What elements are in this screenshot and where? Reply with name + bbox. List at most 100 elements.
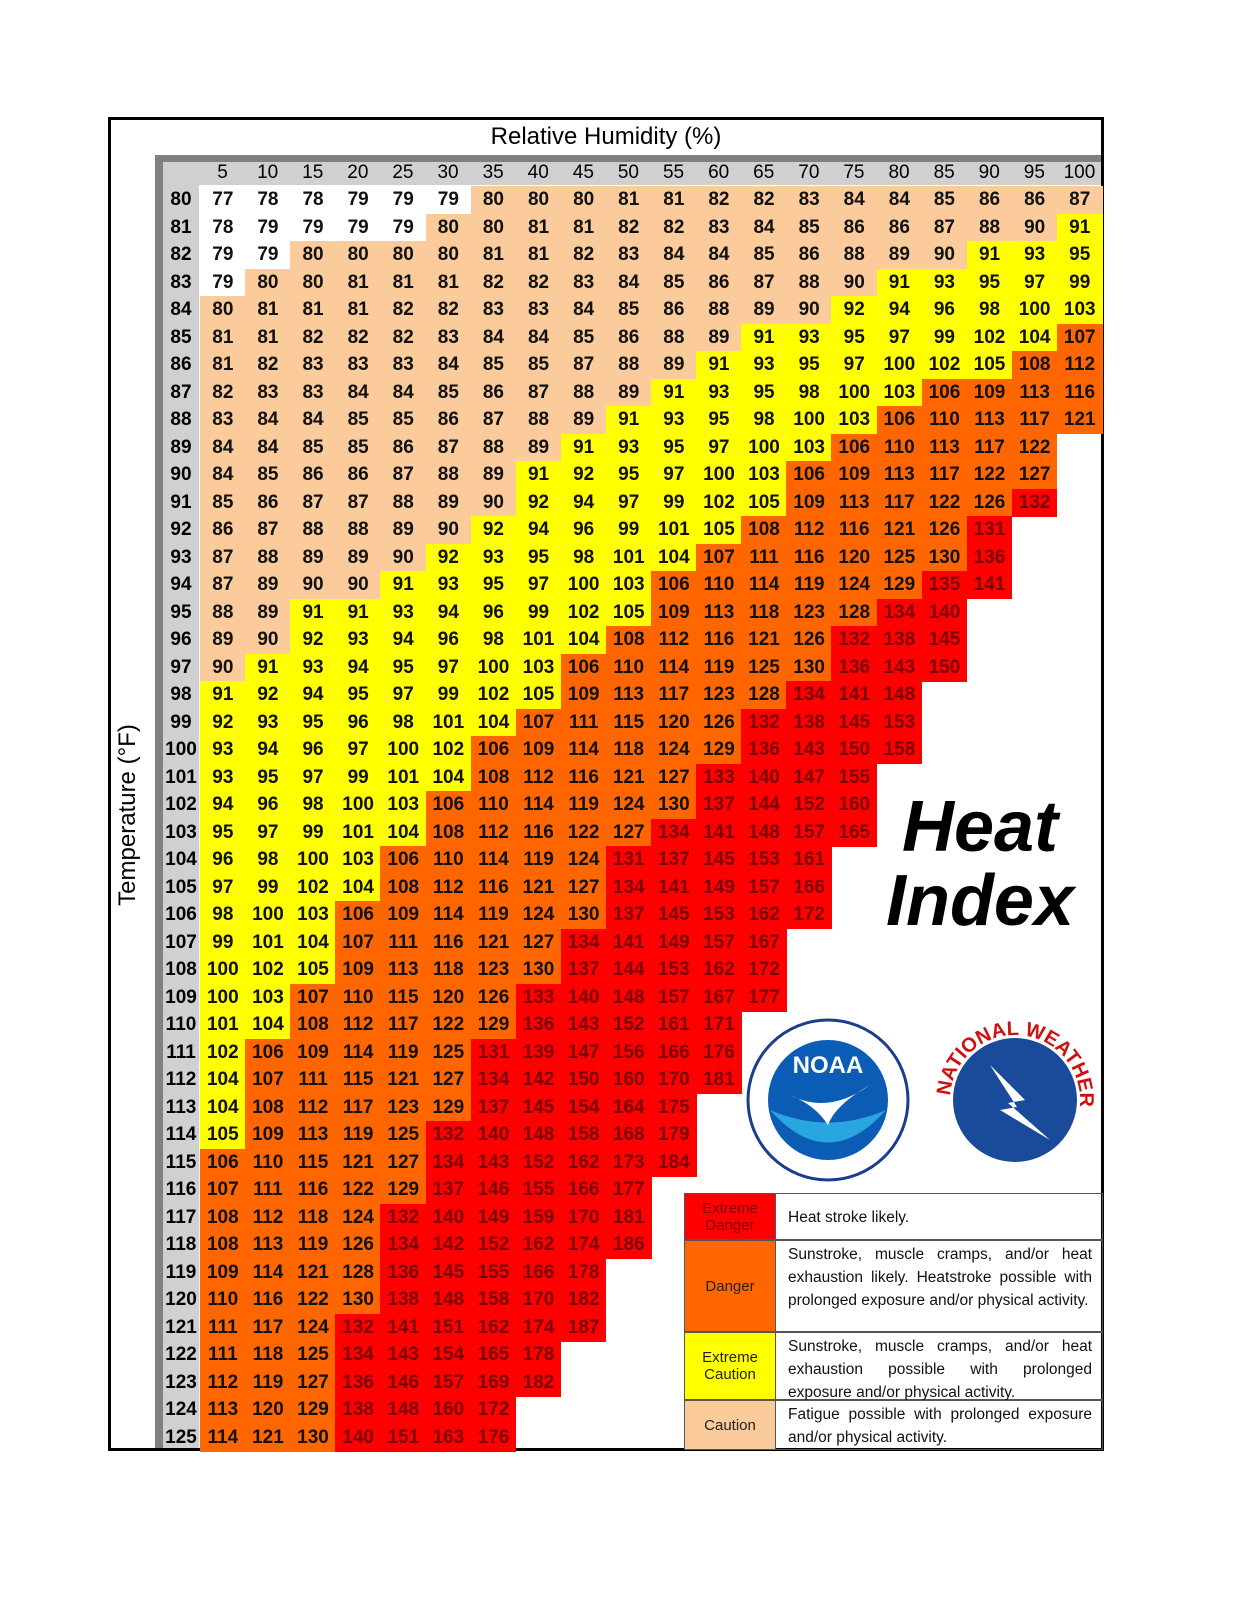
heat-index-cell: 152 (605, 1011, 652, 1040)
legend-swatch: Extreme Danger (684, 1193, 776, 1240)
heat-index-cell: 125 (876, 543, 923, 572)
heat-index-cell: 100 (380, 736, 427, 765)
heat-index-cell: 116 (245, 1286, 291, 1315)
heat-index-cell: 81 (245, 323, 291, 352)
heat-index-cell: 137 (696, 791, 742, 820)
heat-index-cell: 119 (380, 1038, 427, 1067)
heat-index-cell: 104 (560, 626, 607, 655)
heat-index-cell: 87 (335, 488, 381, 517)
heat-index-cell: 91 (335, 598, 381, 627)
heat-index-cell: 134 (876, 598, 923, 627)
heat-index-cell: 85 (921, 186, 968, 215)
temperature-label: Temperature (°F) (114, 724, 141, 906)
heat-index-cell: 122 (425, 1011, 472, 1040)
row-label: 122 (165, 1344, 197, 1365)
heat-index-cell: 81 (515, 241, 562, 270)
heat-index-cell: 91 (696, 351, 742, 380)
heat-index-cell: 116 (831, 516, 878, 545)
heat-index-cell: 108 (200, 1203, 246, 1232)
heat-index-cell: 101 (651, 516, 697, 545)
heat-index-cell: 119 (290, 1231, 336, 1260)
heat-index-cell: 106 (200, 1148, 246, 1177)
heat-index-cell: 112 (245, 1203, 291, 1232)
heat-index-cell: 130 (335, 1286, 381, 1315)
heat-index-cell: 110 (605, 653, 652, 682)
heat-index-cell: 109 (560, 681, 607, 710)
heat-index-cell: 128 (831, 598, 878, 627)
heat-index-cell: 110 (425, 846, 472, 875)
heat-index-cell: 141 (696, 818, 742, 847)
heat-index-cell: 116 (425, 928, 472, 957)
row-label: 102 (165, 794, 197, 815)
heat-index-cell: 91 (876, 268, 923, 297)
heat-index-cell: 93 (1011, 241, 1058, 270)
heat-index-cell: 81 (560, 213, 607, 242)
heat-index-cell: 84 (200, 433, 246, 462)
heat-index-cell: 101 (515, 626, 562, 655)
heat-index-cell: 87 (741, 268, 787, 297)
heat-index-cell: 126 (786, 626, 832, 655)
heat-index-cell: 166 (651, 1038, 697, 1067)
heat-index-cell: 96 (425, 626, 472, 655)
heat-index-cell: 118 (290, 1203, 336, 1232)
heat-index-cell: 85 (425, 378, 472, 407)
heat-index-cell: 114 (741, 571, 787, 600)
heat-index-cell: 84 (560, 296, 607, 325)
heat-index-cell: 121 (470, 928, 517, 957)
heat-index-cell: 85 (290, 433, 336, 462)
heat-index-cell: 97 (245, 818, 291, 847)
heat-index-cell: 117 (966, 433, 1013, 462)
heat-index-cell: 136 (335, 1368, 381, 1397)
heat-index-cell: 101 (425, 708, 472, 737)
heat-index-cell: 117 (335, 1093, 381, 1122)
heat-index-cell: 109 (831, 461, 878, 490)
heat-index-cell: 187 (560, 1313, 607, 1342)
heat-index-cell: 79 (245, 213, 291, 242)
heat-index-cell: 100 (290, 846, 336, 875)
heat-index-cell: 156 (605, 1038, 652, 1067)
heat-index-cell: 91 (1056, 213, 1103, 242)
heat-index-cell: 114 (470, 846, 517, 875)
heat-index-cell: 107 (515, 708, 562, 737)
row-label: 119 (165, 1261, 197, 1283)
row-label: 105 (165, 876, 197, 898)
heat-index-cell: 130 (786, 653, 832, 682)
heat-index-cell: 104 (245, 1011, 291, 1040)
heat-index-cell: 97 (335, 736, 381, 765)
frame (108, 117, 1104, 1451)
heat-index-cell: 89 (515, 433, 562, 462)
heat-index-cell: 170 (651, 1066, 697, 1095)
heat-index-cell: 85 (515, 351, 562, 380)
heat-index-cell: 169 (470, 1368, 517, 1397)
row-label: 112 (165, 1069, 197, 1090)
heat-index-cell: 132 (380, 1203, 427, 1232)
heat-index-cell: 108 (245, 1093, 291, 1122)
heat-index-cell: 105 (966, 351, 1013, 380)
heat-index-cell: 85 (245, 461, 291, 490)
heat-index-cell: 100 (1011, 296, 1058, 325)
heat-index-cell: 81 (200, 323, 246, 352)
heat-index-cell: 95 (1056, 241, 1103, 270)
heat-index-cell: 141 (605, 928, 652, 957)
heat-index-cell: 95 (470, 571, 517, 600)
heat-index-cell: 125 (380, 1121, 427, 1150)
heat-index-cell: 154 (425, 1341, 472, 1370)
heat-index-cell: 113 (831, 488, 878, 517)
heat-index-cell: 82 (245, 351, 291, 380)
heat-index-cell: 109 (290, 1038, 336, 1067)
heat-index-cell: 80 (335, 241, 381, 270)
heat-index-cell: 80 (470, 186, 517, 215)
heat-index-cell: 111 (200, 1313, 246, 1342)
heat-index-cell: 97 (425, 653, 472, 682)
heat-index-cell: 159 (515, 1203, 562, 1232)
heat-index-cell: 134 (470, 1066, 517, 1095)
heat-index-cell: 125 (290, 1341, 336, 1370)
heat-index-cell: 110 (335, 983, 381, 1012)
heat-index-cell: 166 (786, 873, 832, 902)
column-header: 20 (347, 162, 369, 183)
column-header: 80 (888, 162, 910, 183)
row-label: 98 (170, 684, 192, 705)
heat-index-cell: 148 (380, 1396, 427, 1425)
heat-index-cell: 93 (425, 571, 472, 600)
heat-index-cell: 114 (335, 1038, 381, 1067)
